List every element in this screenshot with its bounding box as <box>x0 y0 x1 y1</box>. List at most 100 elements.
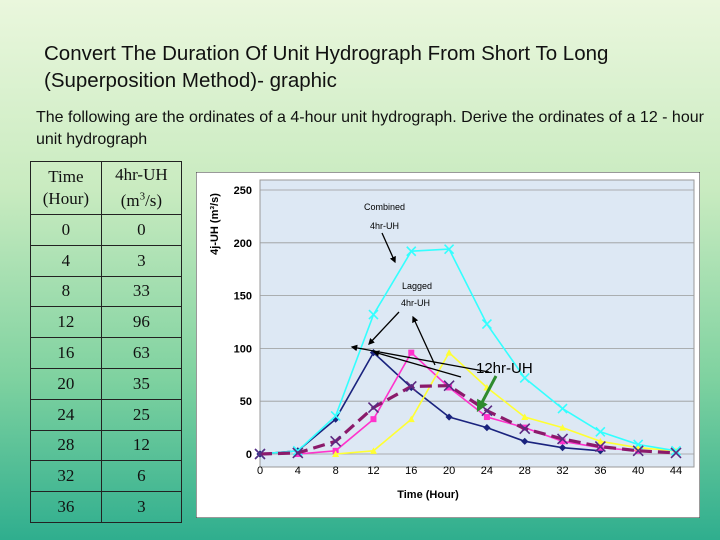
uh-header-unit-sup: 3 <box>139 190 146 203</box>
lagged-pointer-arrow-4 <box>350 344 490 373</box>
time-header: Time (Hour) <box>30 161 102 215</box>
data-point <box>483 414 490 421</box>
uh-cell: 63 <box>100 337 183 369</box>
data-point <box>444 244 455 255</box>
uh-cell: 35 <box>100 367 183 400</box>
twelve-hr-label: 12hr-UH <box>476 360 533 377</box>
slide-title: Convert The Duration Of Unit Hydrograph … <box>44 42 609 92</box>
time-cell: 16 <box>30 337 102 369</box>
data-point <box>369 447 377 454</box>
uh-cell: 33 <box>100 275 183 308</box>
x-tick-label: 12 <box>367 465 379 477</box>
lagged-pointer-arrow-3 <box>372 350 462 378</box>
x-tick-label: 32 <box>556 465 568 477</box>
table-row: 8 33 <box>30 275 183 308</box>
uh-cell: 0 <box>100 214 183 246</box>
time-cell: 8 <box>30 275 102 308</box>
data-point <box>332 450 340 457</box>
uh-cell: 6 <box>100 460 183 493</box>
x-tick-label: 0 <box>257 465 263 477</box>
series-line-1 <box>297 351 639 455</box>
table-row: 28 12 <box>30 429 183 462</box>
data-point <box>368 309 379 320</box>
lagged-label-line1: Lagged <box>402 281 432 291</box>
data-point <box>405 380 417 392</box>
uh-cell: 25 <box>100 398 183 431</box>
combined-label-line1: Combined <box>364 202 405 212</box>
table-row: 20 35 <box>30 367 183 400</box>
plot-area <box>259 179 695 468</box>
table-row: 32 6 <box>30 460 183 493</box>
uh-cell: 3 <box>100 244 183 277</box>
x-tick-label: 28 <box>519 465 531 477</box>
data-point <box>481 319 492 330</box>
data-point <box>445 349 453 356</box>
data-point <box>595 426 606 437</box>
data-point <box>519 372 530 384</box>
x-tick-label: 16 <box>405 465 417 477</box>
time-header-line2: (Hour) <box>42 189 90 208</box>
time-cell: 12 <box>30 306 102 339</box>
time-cell: 20 <box>30 367 102 400</box>
y-tick-label: 150 <box>234 291 252 303</box>
series-line-2 <box>335 351 677 455</box>
time-cell: 4 <box>30 244 102 277</box>
y-axis-label: 4j-UH (m³/s) <box>209 193 221 255</box>
data-point <box>521 437 529 445</box>
uh-header-unit: (m3/s) <box>121 190 163 211</box>
series-line-3 <box>259 248 677 455</box>
data-point <box>407 415 415 423</box>
combined-pointer-arrow <box>381 232 396 264</box>
data-point <box>446 384 453 391</box>
data-point <box>292 447 304 459</box>
data-point <box>558 444 567 452</box>
data-point <box>596 437 604 445</box>
uh-header-unit-end: /s) <box>145 191 163 211</box>
data-point <box>632 445 644 457</box>
table-row: 36 3 <box>30 491 183 523</box>
data-point <box>330 410 341 422</box>
x-tick-label: 36 <box>594 465 606 477</box>
data-point <box>408 349 415 356</box>
table-row: 16 63 <box>30 337 183 369</box>
time-header-line1: Time <box>48 167 84 186</box>
lagged-pointer-arrow-2 <box>412 315 436 366</box>
time-cell: 32 <box>30 460 102 493</box>
data-point <box>254 448 266 460</box>
table-row: 12 96 <box>30 306 183 339</box>
y-tick-label: 200 <box>234 238 252 250</box>
data-point <box>483 424 491 432</box>
time-cell: 24 <box>30 398 102 431</box>
lagged-label-line2: 4hr-UH <box>401 298 430 308</box>
combined-label-line2: 4hr-UH <box>370 221 399 231</box>
x-tick-label: 20 <box>443 465 455 477</box>
data-point <box>443 380 455 392</box>
uh-cell: 3 <box>100 491 183 523</box>
series-line-4 <box>259 384 677 456</box>
data-point <box>292 445 303 456</box>
x-tick-label: 44 <box>670 465 682 477</box>
time-cell: 0 <box>30 214 102 246</box>
data-point <box>330 435 342 447</box>
y-tick-label: 0 <box>246 449 252 461</box>
time-cell: 28 <box>30 429 102 462</box>
data-point <box>556 433 569 445</box>
grid <box>260 189 694 455</box>
y-tick-labels: 0 50 100 150 200 250 <box>234 185 252 461</box>
table-row: 24 25 <box>30 398 183 431</box>
data-point <box>670 447 682 459</box>
y-tick-label: 50 <box>240 396 252 408</box>
data-point <box>370 416 377 423</box>
data-point <box>594 441 606 453</box>
data-point <box>406 246 417 257</box>
time-cell: 36 <box>30 491 102 523</box>
x-tick-label: 4 <box>295 465 301 477</box>
uh-cell: 12 <box>100 429 183 462</box>
uh-header: 4hr-UH (m3/s) <box>100 161 183 215</box>
series-line-0 <box>259 351 601 455</box>
data-point <box>557 403 568 414</box>
uh-cell: 96 <box>100 306 183 339</box>
x-tick-label: 8 <box>333 465 339 477</box>
x-tick-label: 40 <box>632 465 644 477</box>
